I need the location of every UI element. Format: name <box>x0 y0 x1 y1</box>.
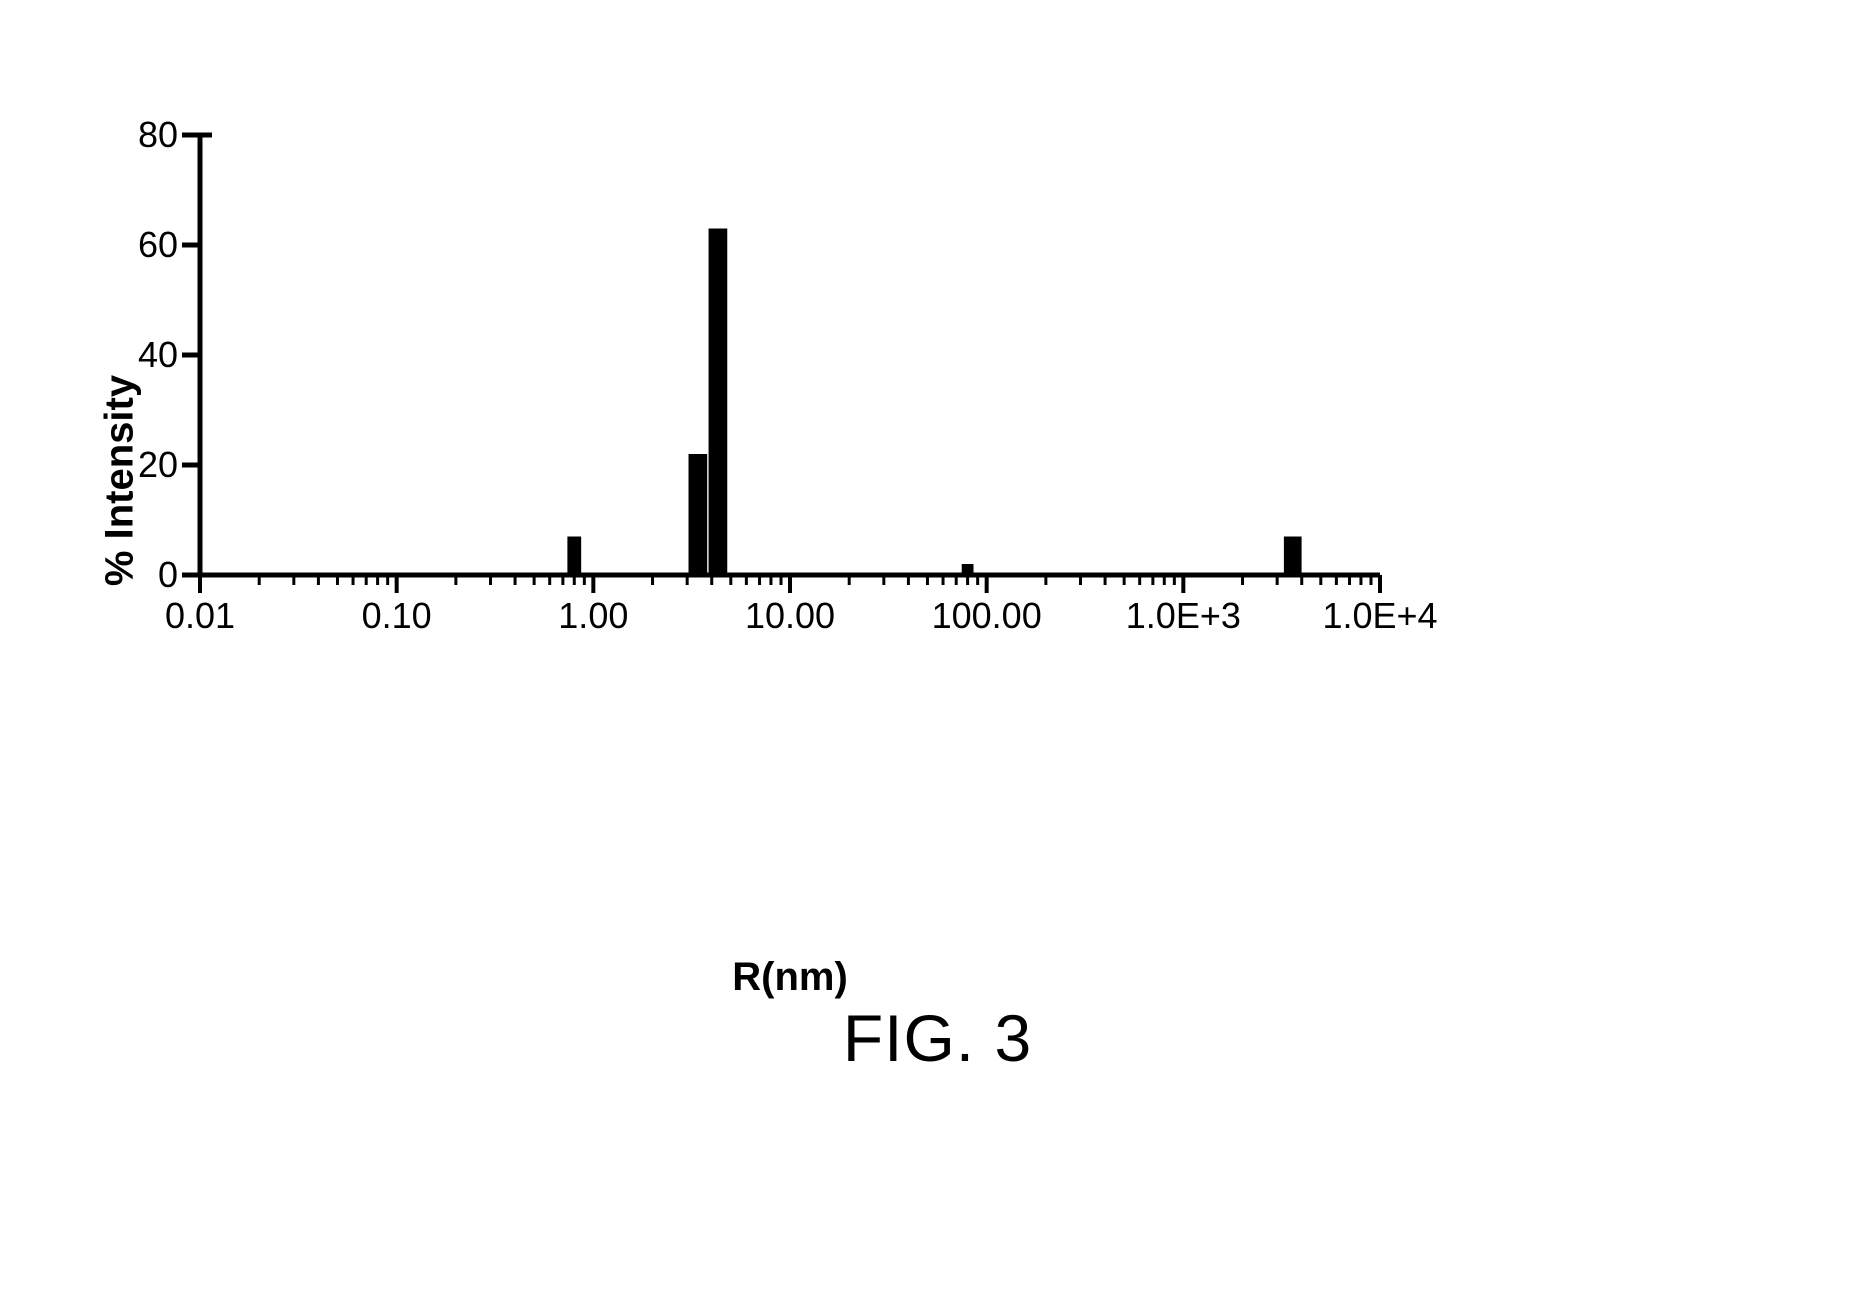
x-tick-label: 10.00 <box>745 595 835 637</box>
y-tick-label: 60 <box>138 224 178 266</box>
figure-caption: FIG. 3 <box>843 1000 1032 1076</box>
x-tick-label: 0.01 <box>165 595 235 637</box>
x-axis-label: R(nm) <box>732 955 848 1000</box>
x-tick-label: 1.0E+4 <box>1322 595 1437 637</box>
chart-area: % Intensity R(nm) 0.010.101.0010.00100.0… <box>200 135 1380 835</box>
y-tick-label: 40 <box>138 334 178 376</box>
intensity-bar-chart <box>200 135 1380 645</box>
y-axis-label: % Intensity <box>98 375 143 586</box>
y-tick-label: 80 <box>138 114 178 156</box>
x-tick-label: 1.00 <box>558 595 628 637</box>
page: % Intensity R(nm) 0.01 0.10 1.00 10.00 100.0… <box>0 0 1875 1295</box>
y-tick-label: 20 <box>138 444 178 486</box>
x-tick-label: 100.00 <box>932 595 1042 637</box>
y-tick-label: 0 <box>158 554 178 596</box>
x-tick-label: 1.0E+3 <box>1126 595 1241 637</box>
x-tick-label: 0.10 <box>362 595 432 637</box>
